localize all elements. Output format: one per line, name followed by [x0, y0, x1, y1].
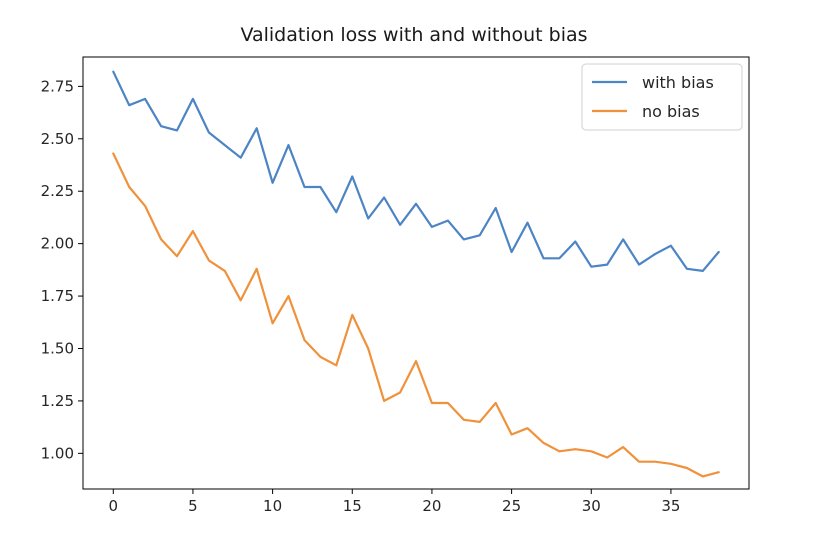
series-line-with-bias	[112, 70, 720, 272]
y-tick-label: 1.25	[41, 392, 74, 410]
x-tick-label: 0	[108, 497, 118, 515]
x-tick-label: 15	[343, 497, 362, 515]
plot-frame	[82, 56, 750, 490]
legend-label: with bias	[642, 73, 714, 92]
legend-box	[581, 63, 743, 131]
y-tick-label: 1.75	[41, 287, 74, 305]
x-tick-label: 30	[582, 497, 601, 515]
x-tick-label: 35	[661, 497, 680, 515]
legend-label: no bias	[642, 102, 700, 121]
series-line-no-bias	[112, 152, 720, 478]
y-tick-label: 1.00	[41, 444, 74, 462]
y-tick-label: 1.50	[41, 339, 74, 357]
chart-title: Validation loss with and without bias	[240, 24, 587, 46]
series-group	[112, 70, 720, 478]
x-tick-label: 20	[422, 497, 441, 515]
y-tick-label: 2.75	[41, 77, 74, 95]
y-axis: 1.00 1.25 1.50 1.75 2.00 2.25 2.50 2.75	[41, 77, 83, 462]
x-axis: 0 5 10 15 20 25 30 35	[108, 489, 680, 515]
x-tick-label: 10	[263, 497, 282, 515]
y-tick-label: 2.50	[41, 130, 74, 148]
x-tick-label: 5	[188, 497, 198, 515]
legend: with bias no bias	[581, 63, 743, 131]
x-tick-label: 25	[502, 497, 521, 515]
plot-area	[82, 56, 750, 490]
y-tick-label: 2.25	[41, 182, 74, 200]
y-tick-label: 2.00	[41, 235, 74, 253]
